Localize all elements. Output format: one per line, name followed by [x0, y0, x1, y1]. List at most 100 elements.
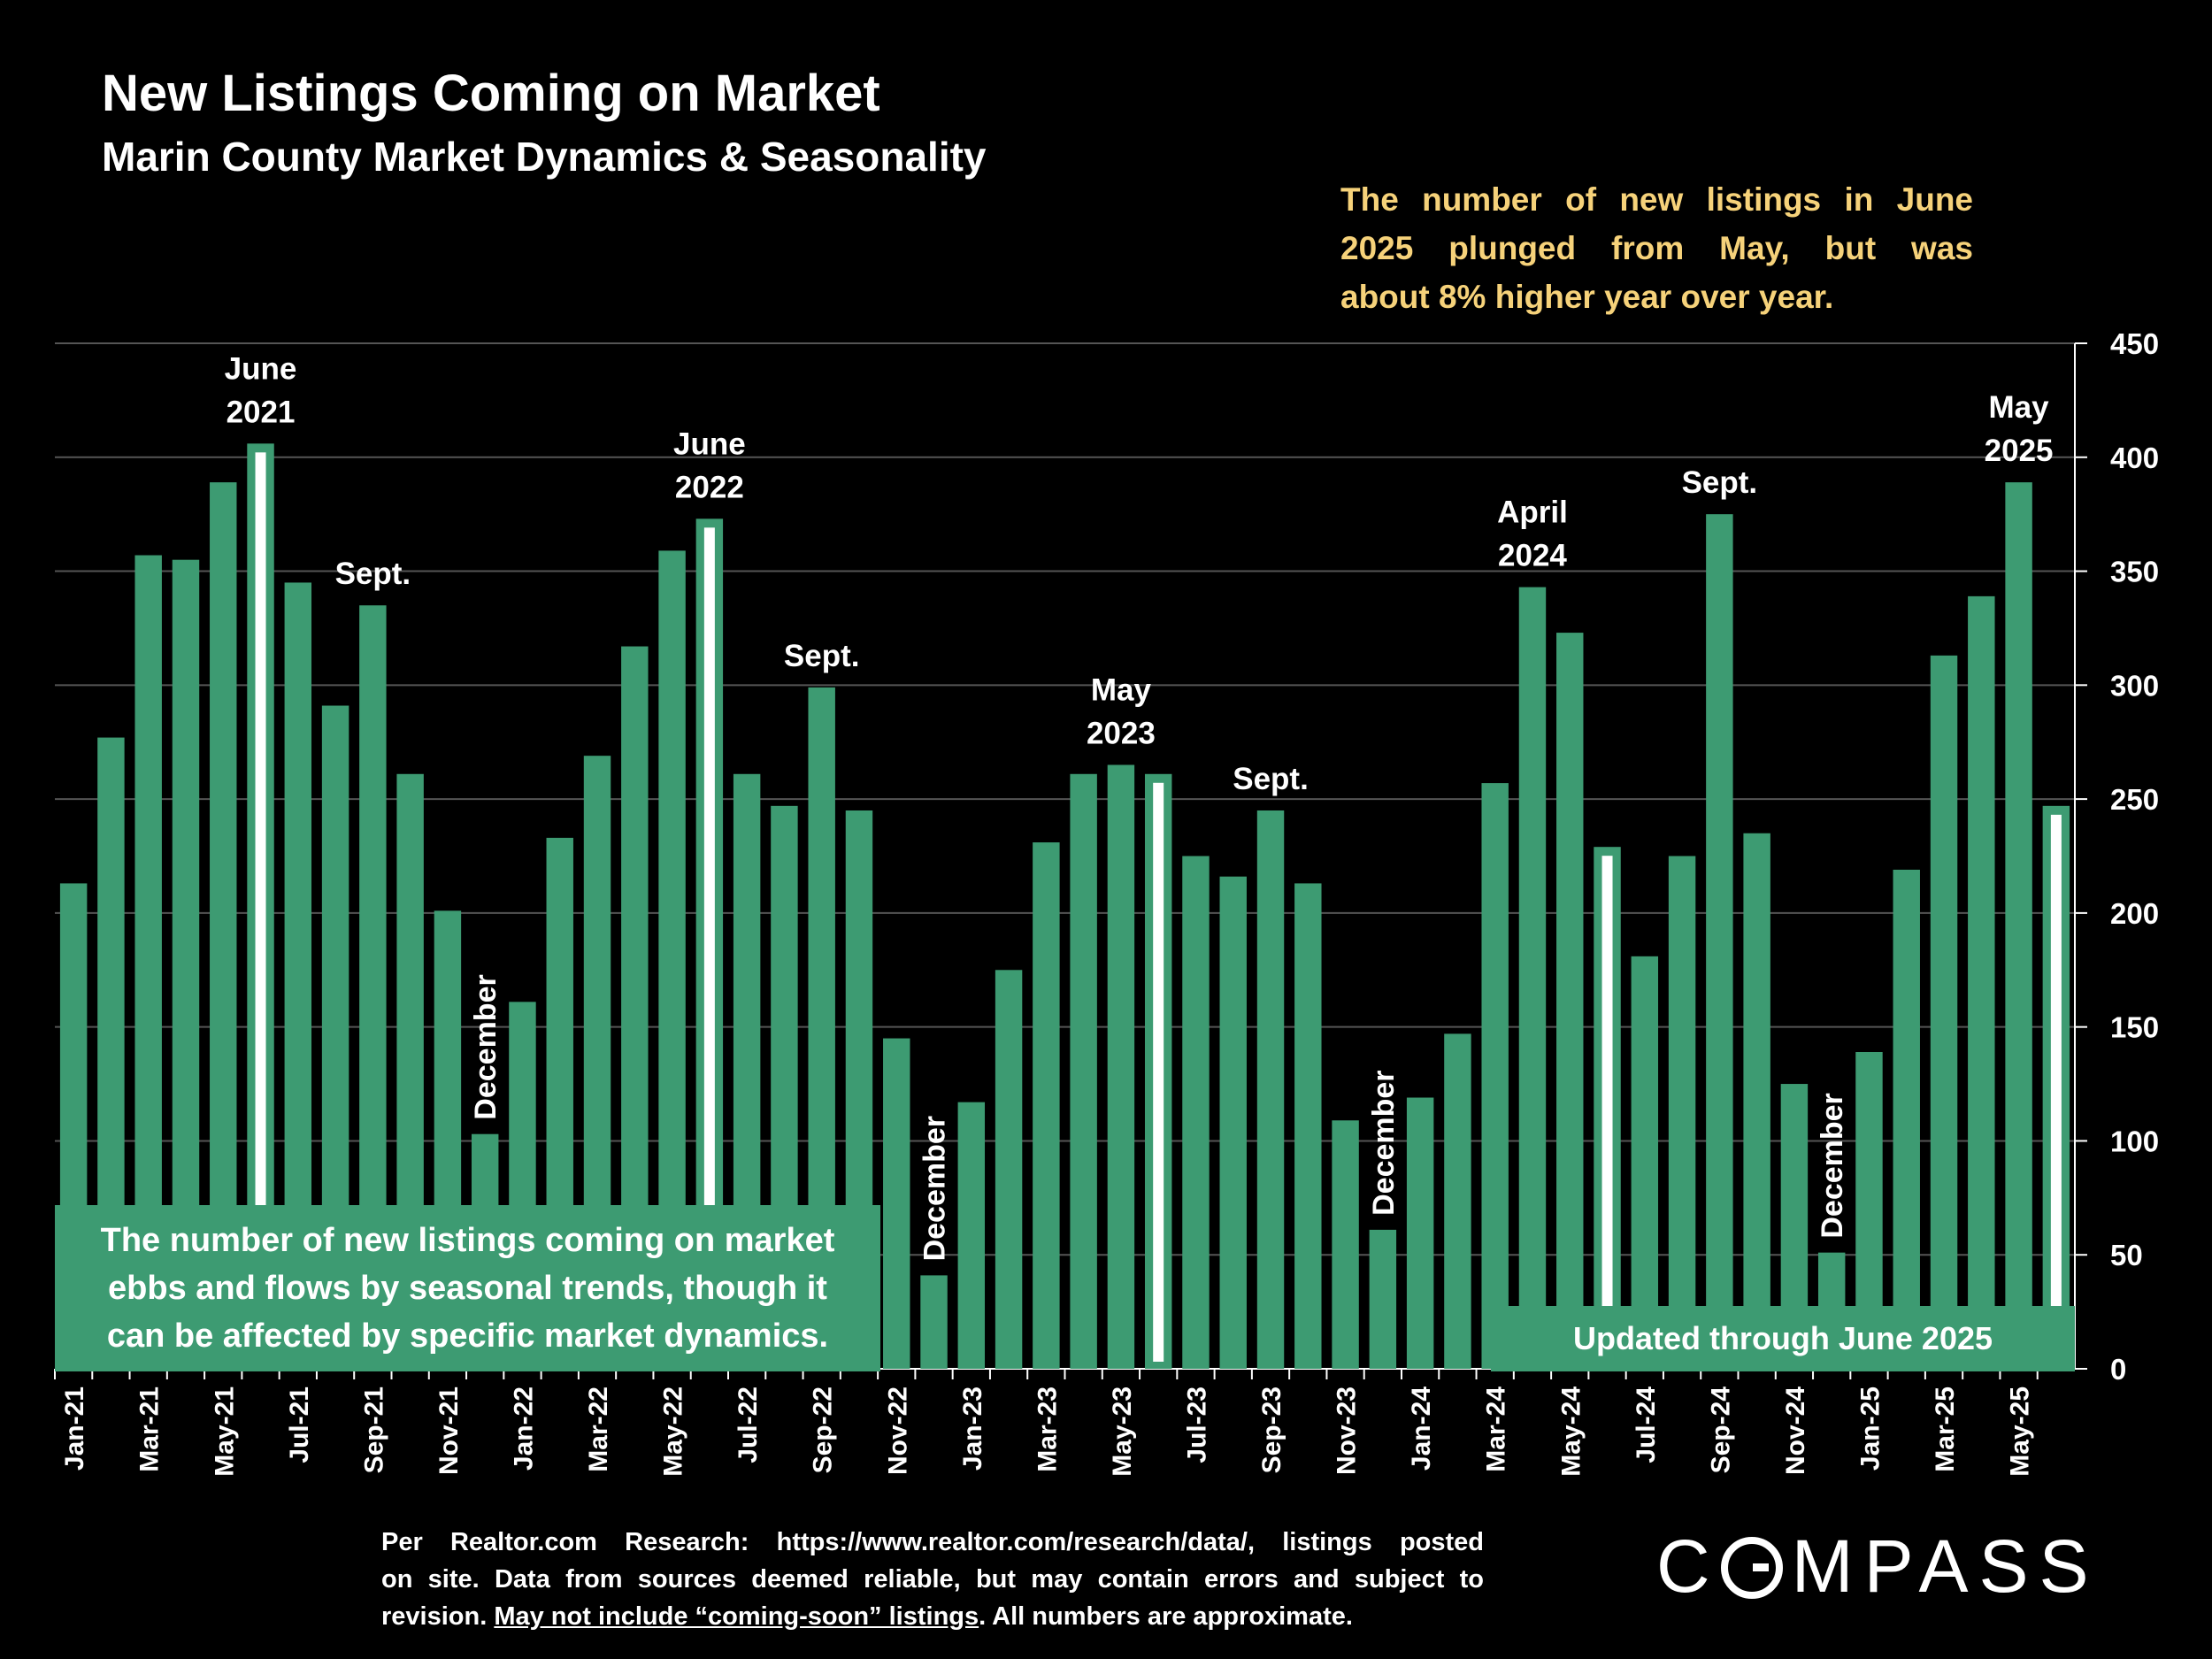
- callout-line: 2025 plunged from May, but was: [1340, 230, 1973, 266]
- bar-highlight: [1153, 782, 1164, 1362]
- x-tick-label: May-25: [2006, 1386, 2035, 1477]
- y-tick-label: 50: [2110, 1239, 2143, 1271]
- bar: [1332, 1120, 1359, 1369]
- annotation-label: May 2023: [1087, 672, 1156, 750]
- annotation-line: Sept.: [335, 557, 411, 591]
- annotation-line: Sept.: [1233, 762, 1309, 796]
- annotation-line: 2022: [675, 470, 744, 504]
- bar: [920, 1275, 948, 1369]
- annotation-line: June: [673, 426, 746, 461]
- bar: [2005, 482, 2032, 1369]
- x-tick-label: Jul-22: [733, 1386, 763, 1463]
- x-tick-label: Sep-23: [1257, 1386, 1286, 1473]
- annotation-label: December: [1816, 1093, 1849, 1238]
- annotation-label: December: [918, 1116, 952, 1261]
- coming-soon-disclaimer: May not include “coming-soon” listings: [494, 1602, 979, 1631]
- chart-subtitle: Marin County Market Dynamics & Seasonali…: [102, 134, 987, 180]
- source-text: . All numbers are approximate.: [979, 1602, 1353, 1631]
- y-tick-label: 400: [2110, 442, 2159, 474]
- bar: [1033, 842, 1060, 1369]
- annotation-label: December: [469, 974, 503, 1119]
- x-tick-label: May-22: [659, 1386, 688, 1477]
- annotation-label: June 2021: [225, 351, 297, 429]
- annotation-label: Sept.: [1682, 465, 1758, 500]
- x-tick-label: Mar-25: [1931, 1386, 1960, 1472]
- x-tick-label: May-23: [1108, 1386, 1137, 1477]
- source-line: Per Realtor.com Research: https://www.re…: [381, 1528, 1484, 1556]
- annotation-line: April: [1497, 495, 1568, 530]
- x-tick-label: Jan-23: [958, 1386, 987, 1471]
- bar: [1406, 1097, 1434, 1369]
- bar: [1706, 514, 1733, 1369]
- x-tick-label: Nov-23: [1333, 1386, 1362, 1475]
- bar: [1631, 956, 1659, 1369]
- x-tick-label: Jan-21: [60, 1386, 89, 1471]
- x-tick-label: Jul-23: [1182, 1386, 1211, 1463]
- annotation-label: May 2025: [1985, 390, 2054, 468]
- annotation-line: Sept.: [1682, 465, 1758, 500]
- annotation-line: 2023: [1087, 716, 1156, 750]
- annotation-line: 2021: [227, 395, 296, 429]
- annotation-label: June 2022: [673, 426, 746, 504]
- bar: [1444, 1033, 1471, 1369]
- x-tick-label: Mar-22: [584, 1386, 613, 1472]
- y-tick-label: 150: [2110, 1011, 2159, 1044]
- annotation-line: 2025: [1985, 434, 2054, 468]
- x-tick-label: Nov-21: [434, 1386, 464, 1475]
- bar-highlight: [1601, 856, 1613, 1362]
- x-tick-label: May-24: [1556, 1386, 1586, 1477]
- logo-letter: C: [1656, 1525, 1721, 1608]
- x-tick-label: Sep-22: [809, 1386, 838, 1473]
- annotation-line: Sept.: [784, 639, 860, 673]
- annotation-line: 2024: [1498, 539, 1567, 573]
- source-note: Per Realtor.com Research: https://www.re…: [381, 1524, 1484, 1635]
- x-tick-label: Jan-22: [509, 1386, 538, 1471]
- annotation-label: December: [1367, 1070, 1401, 1215]
- bar: [1668, 856, 1696, 1369]
- updated-badge: Updated through June 2025: [1491, 1306, 2075, 1371]
- x-tick-label: Nov-24: [1781, 1386, 1810, 1475]
- callout-line: about 8% higher year over year.: [1340, 279, 1834, 315]
- y-tick-label: 200: [2110, 897, 2159, 930]
- bar: [1294, 883, 1322, 1369]
- annotation-label: April 2024: [1497, 495, 1568, 573]
- y-tick-label: 300: [2110, 669, 2159, 702]
- logo-o-mark: [1720, 1537, 1783, 1599]
- bar: [1070, 773, 1097, 1369]
- x-tick-label: Mar-23: [1033, 1386, 1062, 1472]
- bar: [1968, 595, 1995, 1369]
- annotation-label: Sept.: [784, 639, 860, 673]
- source-text: revision.: [381, 1602, 495, 1631]
- bar: [1219, 876, 1247, 1369]
- note-line: ebbs and flows by seasonal trends, thoug…: [108, 1270, 827, 1307]
- x-tick-label: Jul-21: [285, 1386, 314, 1463]
- y-tick-label: 450: [2110, 327, 2159, 360]
- x-tick-label: Sep-21: [359, 1386, 388, 1473]
- x-tick-label: Mar-24: [1482, 1386, 1511, 1472]
- y-tick-label: 0: [2110, 1353, 2126, 1386]
- x-tick-label: Sep-24: [1706, 1386, 1735, 1474]
- bar-highlight: [2050, 814, 2062, 1362]
- source-line: revision. May not include “coming-soon” …: [381, 1598, 1484, 1635]
- y-tick-label: 250: [2110, 783, 2159, 816]
- y-tick-label: 350: [2110, 556, 2159, 588]
- compass-logo: C MPASS: [1656, 1526, 2125, 1606]
- bar: [1107, 764, 1135, 1369]
- logo-letters: MPASS: [1791, 1525, 2100, 1608]
- x-tick-label: Jul-24: [1632, 1386, 1661, 1463]
- x-tick-label: Nov-22: [883, 1386, 912, 1475]
- x-tick-label: Mar-21: [135, 1386, 165, 1472]
- bar: [1369, 1229, 1397, 1369]
- annotation-line: May: [1989, 390, 2050, 425]
- bar: [1256, 810, 1285, 1369]
- bar: [1481, 783, 1509, 1369]
- annotation-line: June: [225, 351, 297, 386]
- source-line: on site. Data from sources deemed reliab…: [381, 1565, 1484, 1594]
- bar: [995, 970, 1023, 1369]
- bar: [883, 1038, 910, 1369]
- callout-line: The number of new listings in June: [1340, 181, 1973, 218]
- bar: [1182, 856, 1210, 1369]
- x-tick-label: May-21: [210, 1386, 239, 1477]
- bar: [1893, 869, 1920, 1369]
